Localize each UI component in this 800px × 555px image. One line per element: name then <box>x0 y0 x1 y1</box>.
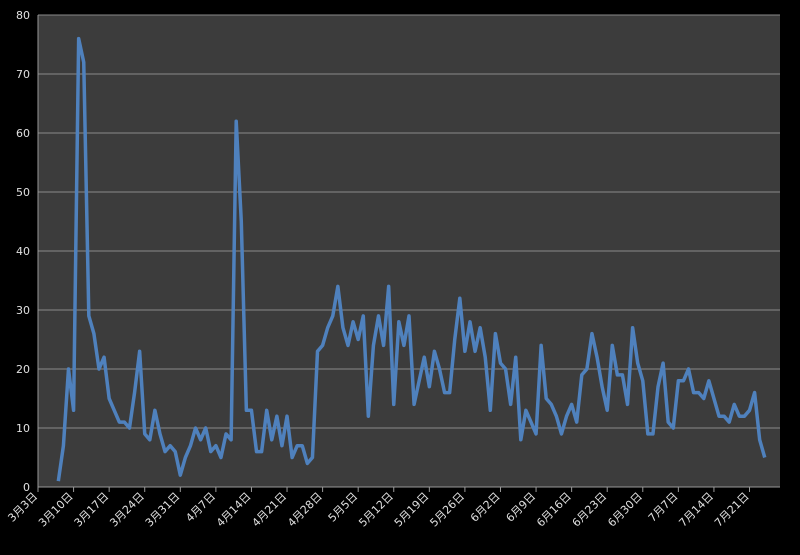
y-tick-label: 50 <box>16 186 30 199</box>
y-tick-label: 80 <box>16 9 30 22</box>
y-tick-label: 0 <box>23 481 30 494</box>
y-tick-label: 10 <box>16 422 30 435</box>
y-tick-label: 20 <box>16 363 30 376</box>
data-line <box>56 36 767 482</box>
y-tick-label: 40 <box>16 245 30 258</box>
y-tick-label: 70 <box>16 68 30 81</box>
y-tick-label: 30 <box>16 304 30 317</box>
y-tick-label: 60 <box>16 127 30 140</box>
